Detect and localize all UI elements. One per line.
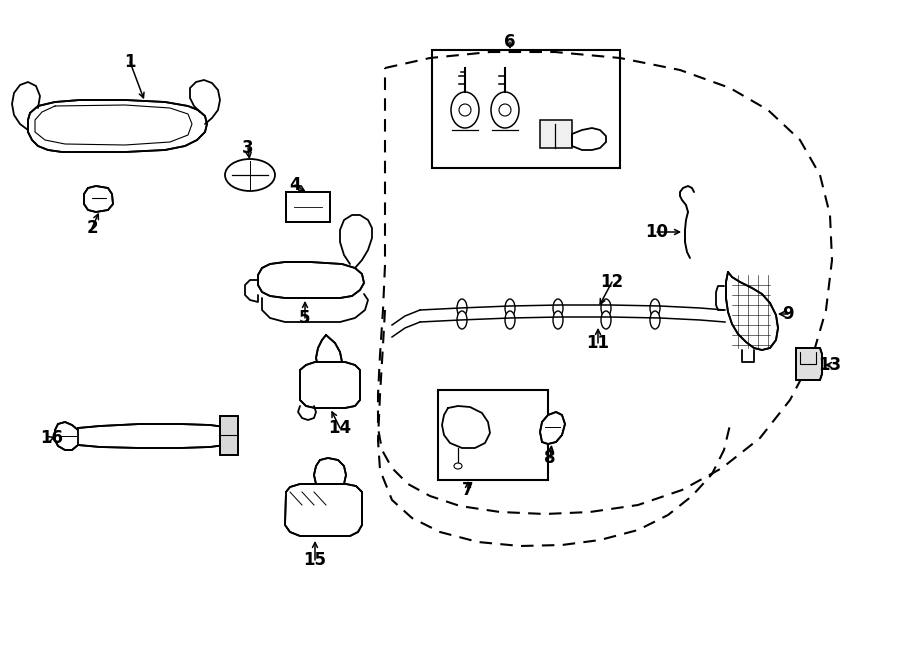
Polygon shape xyxy=(258,262,364,298)
Ellipse shape xyxy=(505,299,515,317)
Polygon shape xyxy=(726,272,778,350)
Text: 11: 11 xyxy=(587,334,609,352)
Polygon shape xyxy=(314,458,346,492)
Text: 3: 3 xyxy=(242,139,254,157)
Text: 13: 13 xyxy=(818,356,842,374)
Text: 10: 10 xyxy=(645,223,669,241)
Bar xyxy=(438,390,548,480)
Text: 2: 2 xyxy=(86,219,98,237)
Polygon shape xyxy=(84,186,113,212)
Ellipse shape xyxy=(505,311,515,329)
Ellipse shape xyxy=(457,299,467,317)
Polygon shape xyxy=(540,412,565,444)
Text: 5: 5 xyxy=(299,309,310,327)
Ellipse shape xyxy=(601,311,611,329)
Polygon shape xyxy=(316,335,342,375)
Polygon shape xyxy=(220,416,238,455)
Polygon shape xyxy=(78,424,228,448)
Bar xyxy=(540,120,572,148)
Text: 4: 4 xyxy=(289,176,301,194)
Bar xyxy=(432,50,620,168)
Polygon shape xyxy=(286,192,330,222)
Ellipse shape xyxy=(650,299,660,317)
Text: 1: 1 xyxy=(124,53,136,71)
Text: 9: 9 xyxy=(782,305,794,323)
Ellipse shape xyxy=(601,299,611,317)
Text: 14: 14 xyxy=(328,419,352,437)
Text: 7: 7 xyxy=(463,481,473,499)
Ellipse shape xyxy=(650,311,660,329)
Text: 8: 8 xyxy=(544,449,556,467)
Ellipse shape xyxy=(553,311,563,329)
Polygon shape xyxy=(285,484,362,536)
Ellipse shape xyxy=(457,311,467,329)
Polygon shape xyxy=(55,422,80,450)
Polygon shape xyxy=(300,362,360,408)
Text: 15: 15 xyxy=(303,551,327,569)
Polygon shape xyxy=(28,100,207,152)
Ellipse shape xyxy=(553,299,563,317)
Text: 16: 16 xyxy=(40,429,64,447)
Polygon shape xyxy=(796,348,822,380)
Text: 6: 6 xyxy=(504,33,516,51)
Text: 12: 12 xyxy=(600,273,624,291)
